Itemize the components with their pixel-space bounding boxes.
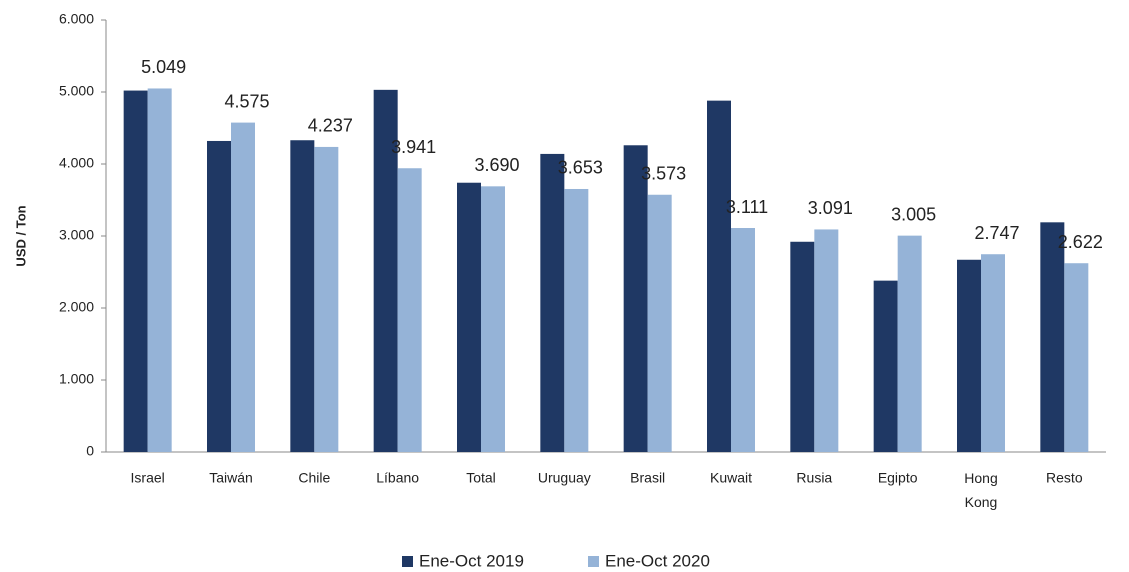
bar: [707, 100, 731, 452]
x-tick-label: Chile: [298, 470, 330, 486]
legend-swatch: [588, 556, 599, 567]
bar: [1040, 222, 1065, 452]
value-label: 2.622: [1058, 232, 1103, 252]
bar: [981, 254, 1005, 452]
value-label: 4.237: [308, 116, 353, 136]
bar: [731, 228, 755, 452]
bar: [397, 168, 422, 453]
x-tick-label: Uruguay: [538, 470, 591, 486]
value-label: 2.747: [974, 223, 1019, 243]
y-tick-label: 5.000: [59, 83, 94, 99]
bar: [540, 153, 565, 453]
value-label: 4.575: [224, 91, 269, 111]
bar: [290, 140, 315, 453]
x-tick-label: Brasil: [630, 470, 665, 486]
bar: [314, 146, 339, 452]
x-tick-label: Egipto: [878, 470, 918, 486]
bar: [207, 140, 231, 452]
x-tick-label: Líbano: [376, 470, 419, 486]
bar: [814, 229, 839, 452]
bar: [147, 88, 172, 453]
bar: [873, 280, 898, 452]
x-tick-label: Kuwait: [710, 470, 752, 486]
bar: [231, 122, 255, 452]
y-tick-label: 1.000: [59, 371, 94, 387]
bar: [123, 90, 148, 452]
bar: [564, 188, 589, 452]
y-tick-label: 2.000: [59, 299, 94, 315]
x-tick-label: Resto: [1046, 470, 1083, 486]
bar: [790, 241, 815, 452]
bar: [1064, 263, 1089, 452]
bar: [373, 89, 398, 452]
bar: [957, 259, 981, 452]
x-tick-label: Israel: [131, 470, 165, 486]
value-label: 3.653: [558, 158, 603, 178]
value-label: 3.573: [641, 163, 686, 183]
x-tick-label: Hong Kong: [964, 470, 997, 510]
y-tick-label: 6.000: [59, 11, 94, 27]
bar: [457, 182, 481, 452]
legend-label: Ene-Oct 2019: [419, 551, 524, 570]
value-label: 5.049: [141, 57, 186, 77]
bar: [623, 145, 648, 452]
bar: [897, 235, 922, 452]
value-label: 3.111: [726, 197, 768, 217]
bar: [647, 194, 672, 452]
x-tick-label: Total: [466, 470, 496, 486]
y-axis-label: USD / Ton: [13, 205, 28, 266]
y-tick-label: 4.000: [59, 155, 94, 171]
bar: [481, 186, 505, 452]
x-tick-label: Rusia: [796, 470, 832, 486]
value-label: 3.091: [808, 198, 853, 218]
value-label: 3.005: [891, 204, 936, 224]
y-tick-label: 0: [86, 443, 94, 459]
value-label: 3.690: [474, 155, 519, 175]
x-tick-label: Taiwán: [209, 470, 253, 486]
value-label: 3.941: [391, 137, 436, 157]
legend-swatch: [402, 556, 413, 567]
y-tick-label: 3.000: [59, 227, 94, 243]
legend-label: Ene-Oct 2020: [605, 551, 710, 570]
